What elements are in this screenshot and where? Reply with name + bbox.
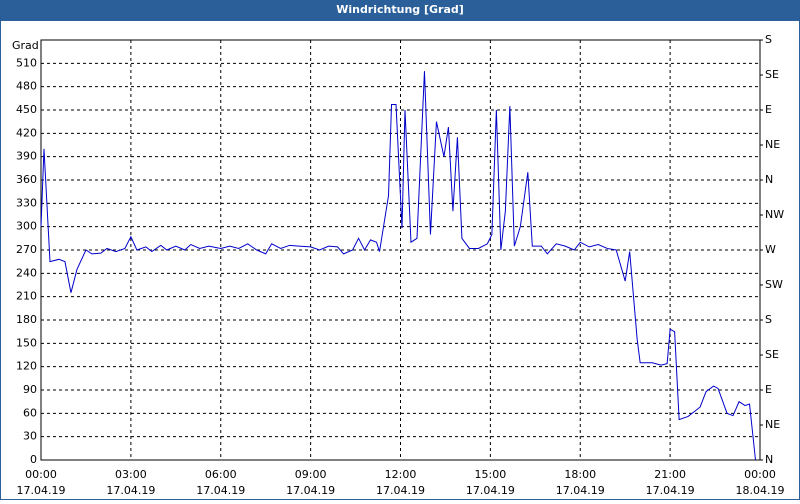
y2-tick-label: N [765, 173, 773, 186]
y2-tick-label: NE [765, 418, 780, 431]
y2-tick-label: SW [765, 278, 783, 291]
x-tick-label: 00:00 [744, 468, 776, 481]
y2-tick-label: SE [765, 68, 779, 81]
y-tick-label: 90 [23, 383, 37, 396]
x-tick-label: 03:00 [115, 468, 147, 481]
x-tick-label: 17.04.19 [286, 484, 335, 497]
data-line [40, 71, 757, 461]
y-tick-label: 390 [16, 150, 37, 163]
y2-tick-label: S [765, 313, 772, 326]
y-tick-label: 450 [16, 103, 37, 116]
y2-tick-label: SE [765, 348, 779, 361]
x-tick-label: 17.04.19 [196, 484, 245, 497]
y2-tick-label: NE [765, 138, 780, 151]
y-axis-label: Grad [12, 39, 39, 52]
x-tick-label: 15:00 [475, 468, 507, 481]
y2-tick-label: E [765, 383, 772, 396]
y2-tick-label: E [765, 103, 772, 116]
x-tick-label: 17.04.19 [466, 484, 515, 497]
y-tick-label: 300 [16, 220, 37, 233]
y2-tick-label: S [765, 33, 772, 46]
x-tick-label: 00:00 [25, 468, 57, 481]
chart-title: Windrichtung [Grad] [336, 3, 464, 16]
plot-border [40, 39, 761, 461]
x-tick-label: 18:00 [564, 468, 596, 481]
y-tick-label: 480 [16, 80, 37, 93]
x-tick-label: 09:00 [295, 468, 327, 481]
y-tick-label: 60 [23, 406, 37, 419]
y-tick-label: 420 [16, 126, 37, 139]
x-tick-label: 17.04.19 [17, 484, 66, 497]
y-tick-label: 180 [16, 313, 37, 326]
y2-tick-label: NW [765, 208, 784, 221]
y-tick-label: 360 [16, 173, 37, 186]
x-tick-label: 17.04.19 [376, 484, 425, 497]
y2-tick-label: W [765, 243, 776, 256]
y-tick-label: 210 [16, 290, 37, 303]
x-tick-label: 12:00 [385, 468, 417, 481]
y-tick-label: 150 [16, 336, 37, 349]
y-tick-label: 270 [16, 243, 37, 256]
x-tick-label: 06:00 [205, 468, 237, 481]
y-tick-label: 0 [30, 453, 37, 466]
y-tick-label: 30 [23, 430, 37, 443]
x-tick-label: 18.04.19 [736, 484, 785, 497]
y-tick-label: 330 [16, 196, 37, 209]
y-tick-label: 510 [16, 56, 37, 69]
y-tick-label: 120 [16, 360, 37, 373]
y-tick-label: 240 [16, 266, 37, 279]
x-tick-label: 17.04.19 [106, 484, 155, 497]
x-tick-label: 17.04.19 [646, 484, 695, 497]
x-tick-label: 17.04.19 [556, 484, 605, 497]
title-bar [0, 0, 800, 20]
x-tick-label: 21:00 [654, 468, 686, 481]
y2-tick-label: N [765, 453, 773, 466]
